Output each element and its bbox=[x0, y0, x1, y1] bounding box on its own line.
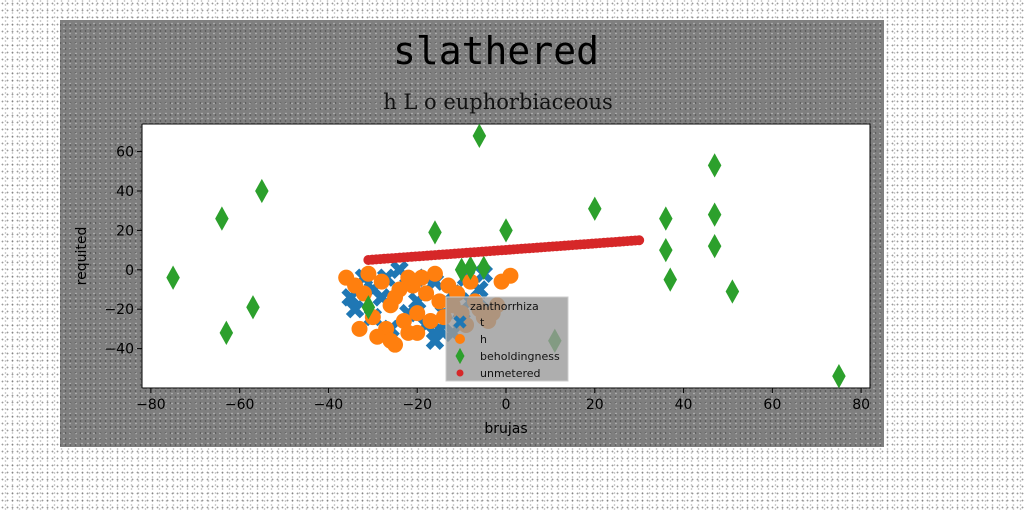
legend-box bbox=[445, 296, 569, 382]
legend: zanthorrhiza th beholdingness unmetered bbox=[445, 296, 569, 382]
data-point bbox=[431, 293, 448, 310]
data-point bbox=[707, 202, 722, 227]
y-axis-label: requited bbox=[74, 227, 90, 286]
data-point bbox=[462, 273, 479, 290]
legend-entry-unmetered: unmetered bbox=[456, 367, 541, 380]
data-point bbox=[422, 313, 439, 330]
data-point bbox=[351, 320, 368, 337]
data-point bbox=[369, 328, 386, 345]
x-tick-label: −60 bbox=[225, 397, 255, 413]
legend-label: beholdingness bbox=[480, 350, 560, 363]
x-tick-label: 60 bbox=[763, 397, 781, 413]
data-point bbox=[454, 257, 469, 282]
x-tick-label: −40 bbox=[314, 397, 344, 413]
data-point bbox=[219, 320, 234, 345]
figure-canvas: slathered h L o euphorbiaceous −80 −60 −40… bbox=[60, 20, 884, 447]
data-point bbox=[361, 295, 376, 320]
legend-title: zanthorrhiza bbox=[470, 300, 539, 313]
data-marks bbox=[166, 123, 846, 389]
data-point bbox=[659, 237, 673, 263]
y-tick-label: 60 bbox=[116, 145, 134, 161]
data-point bbox=[426, 265, 443, 282]
data-point bbox=[400, 269, 417, 286]
data-point bbox=[413, 269, 430, 286]
x-tick-label: 20 bbox=[586, 397, 604, 413]
data-point bbox=[215, 206, 229, 231]
data-point bbox=[477, 255, 491, 280]
data-point bbox=[425, 331, 445, 350]
x-tick-label: −80 bbox=[136, 397, 166, 413]
x-axis-label: brujas bbox=[484, 421, 527, 437]
data-point bbox=[472, 123, 487, 148]
data-point bbox=[382, 332, 399, 349]
data-point bbox=[659, 206, 673, 231]
data-point bbox=[832, 364, 846, 389]
data-point bbox=[502, 267, 519, 284]
legend-marker bbox=[455, 334, 465, 344]
data-point bbox=[360, 265, 377, 282]
chart-subtitle: h L o euphorbiaceous bbox=[383, 90, 613, 114]
x-tick-label: −20 bbox=[402, 397, 432, 413]
data-point bbox=[418, 285, 435, 302]
legend-label: t bbox=[480, 316, 485, 329]
data-point bbox=[409, 324, 426, 341]
legend-label: h bbox=[480, 333, 487, 346]
scatter-chart: slathered h L o euphorbiaceous −80 −60 −40… bbox=[74, 29, 871, 437]
data-point bbox=[428, 220, 442, 245]
legend-entry-t: t bbox=[453, 315, 485, 329]
x-tick-label: 40 bbox=[675, 397, 693, 413]
x-tick-label: 80 bbox=[852, 397, 870, 413]
data-point bbox=[166, 265, 180, 290]
data-point bbox=[409, 305, 426, 322]
chart-title: slathered bbox=[393, 29, 599, 73]
legend-marker bbox=[453, 315, 467, 329]
data-point bbox=[634, 235, 645, 246]
data-point bbox=[499, 218, 513, 243]
series-unmetered bbox=[363, 235, 645, 265]
legend-marker bbox=[455, 347, 465, 365]
data-point bbox=[391, 281, 408, 298]
y-tick-label: −40 bbox=[104, 342, 134, 358]
legend-marker bbox=[456, 369, 464, 377]
data-point bbox=[707, 233, 722, 259]
data-point bbox=[463, 255, 478, 280]
y-tick-label: 20 bbox=[116, 223, 134, 239]
data-point bbox=[246, 295, 260, 320]
data-point bbox=[373, 273, 390, 290]
y-tick-label: −20 bbox=[104, 302, 134, 318]
data-point bbox=[707, 153, 722, 178]
x-tick-label: 0 bbox=[502, 397, 511, 413]
y-tick-label: 40 bbox=[116, 184, 134, 200]
data-point bbox=[345, 299, 365, 319]
legend-label: unmetered bbox=[480, 367, 541, 380]
x-axis: −80 −60 −40 −20 0 20 40 60 80 bbox=[136, 388, 870, 413]
y-tick-label: 0 bbox=[125, 263, 134, 279]
legend-entry-h: h bbox=[455, 333, 487, 346]
y-axis: −40 −20 0 20 40 60 bbox=[104, 145, 142, 358]
legend-entry-beholdingness: beholdingness bbox=[455, 347, 560, 365]
data-point bbox=[725, 279, 740, 304]
data-point bbox=[588, 196, 602, 221]
